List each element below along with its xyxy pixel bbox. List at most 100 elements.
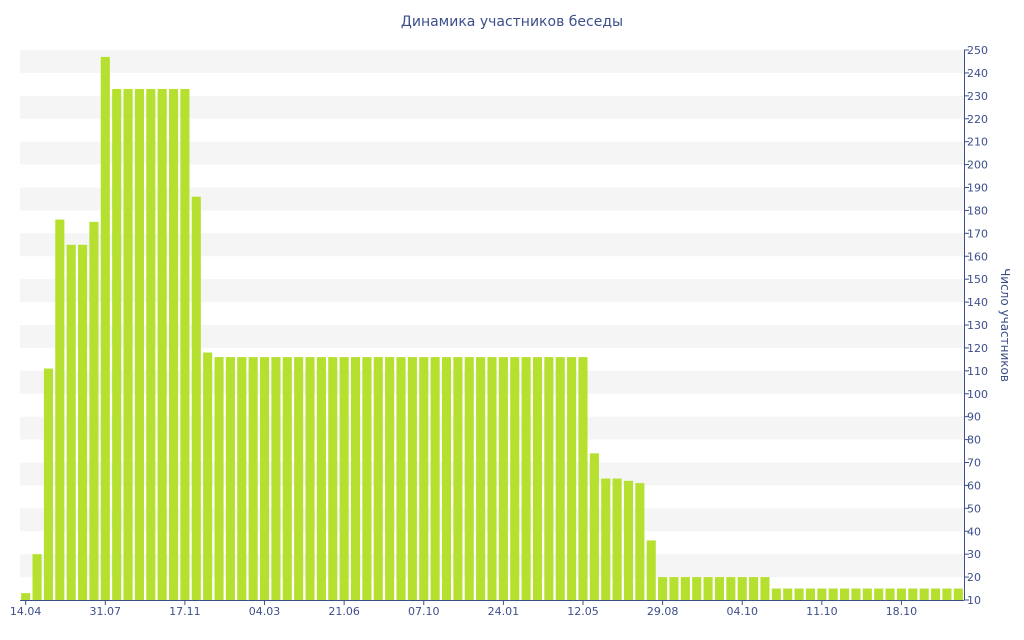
y-tick-label: 110 <box>967 365 988 378</box>
bar <box>942 588 952 600</box>
bar <box>498 357 508 600</box>
bar <box>305 357 315 600</box>
y-tick-label: 100 <box>967 388 988 401</box>
bar <box>43 368 53 600</box>
y-tick-label: 120 <box>967 342 988 355</box>
bar <box>692 577 702 600</box>
bar <box>589 453 599 600</box>
y-tick-label: 250 <box>967 44 988 57</box>
bar <box>157 88 167 600</box>
x-tick-label: 24.01 <box>488 605 520 618</box>
bar <box>476 357 486 600</box>
y-tick-label: 150 <box>967 273 988 286</box>
y-tick-label: 210 <box>967 136 988 149</box>
bar <box>703 577 713 600</box>
bar <box>714 577 725 600</box>
y-tick-label: 80 <box>967 434 981 447</box>
bar <box>896 588 906 600</box>
x-tick-label: 17.11 <box>169 605 201 618</box>
x-tick-label: 29.08 <box>647 605 679 618</box>
bar <box>78 244 88 600</box>
bar <box>237 357 247 600</box>
bar <box>441 357 452 600</box>
bar <box>328 357 338 600</box>
y-tick-label: 60 <box>967 479 981 492</box>
axes: 10 20 30 40 50 60 70 80 90 100 110 120 130 140 150 160 1… <box>10 44 988 618</box>
y-tick-label: 140 <box>967 296 988 309</box>
grid-band <box>20 95 964 119</box>
bar <box>55 219 65 601</box>
y-tick-label: 20 <box>967 571 981 584</box>
bar <box>544 357 554 600</box>
bar <box>532 357 543 600</box>
bar <box>385 357 395 600</box>
bar <box>146 88 156 600</box>
bar <box>817 588 827 600</box>
bar <box>623 480 634 600</box>
bar <box>214 357 224 600</box>
bar <box>100 56 110 600</box>
bar <box>783 588 793 600</box>
bar <box>726 577 736 600</box>
x-tick-label: 07.10 <box>408 605 440 618</box>
bar <box>567 357 577 600</box>
y-tick-label: 190 <box>967 182 988 195</box>
bar <box>840 588 850 600</box>
y-tick-label: 130 <box>967 319 988 332</box>
bar <box>874 588 884 600</box>
bar <box>112 88 122 600</box>
bar <box>316 357 326 600</box>
bar <box>862 588 872 600</box>
y-tick-label: 40 <box>967 525 981 538</box>
x-tick-label: 31.07 <box>90 605 122 618</box>
bar <box>555 357 565 600</box>
y-tick-label: 70 <box>967 457 981 470</box>
grid-band <box>20 233 964 257</box>
y-tick-label: 170 <box>967 227 988 240</box>
bar <box>32 554 42 600</box>
bar <box>373 357 383 600</box>
bar <box>794 588 804 600</box>
grid-band <box>20 279 964 303</box>
bar <box>168 88 179 600</box>
y-tick-label: 230 <box>967 90 988 103</box>
bar <box>487 357 497 600</box>
y-tick-label: 30 <box>967 548 981 561</box>
bar <box>953 588 963 600</box>
bar <box>464 357 474 600</box>
bar <box>396 357 406 600</box>
bar <box>259 357 270 600</box>
bar <box>453 357 463 600</box>
grid-band <box>20 141 964 165</box>
bar <box>771 588 781 600</box>
bar <box>203 352 213 600</box>
bar <box>225 357 235 600</box>
bar <box>669 577 679 600</box>
bar <box>350 357 361 600</box>
x-tick-label: 04.10 <box>726 605 758 618</box>
grid-band <box>20 50 964 73</box>
bar <box>180 88 190 600</box>
y-tick-label: 160 <box>967 250 988 263</box>
bar <box>248 357 258 600</box>
bar <box>430 357 440 600</box>
bar <box>680 577 690 600</box>
bar <box>419 357 429 600</box>
bar <box>737 577 747 600</box>
bar <box>407 357 417 600</box>
grid-band <box>20 325 964 348</box>
x-tick-label: 04.03 <box>249 605 281 618</box>
chart-title: Динамика участников беседы <box>400 14 624 30</box>
y-tick-label: 50 <box>967 502 981 515</box>
y-axis-label: Число участников <box>998 268 1012 382</box>
grid-band <box>20 187 964 211</box>
bar <box>294 357 304 600</box>
y-tick-label: 220 <box>967 113 988 126</box>
y-tick-label: 180 <box>967 204 988 217</box>
x-tick-label: 21.06 <box>328 605 360 618</box>
bar <box>828 588 838 600</box>
x-tick-label: 18.10 <box>886 605 918 618</box>
bar <box>601 478 611 600</box>
bar <box>271 357 281 600</box>
